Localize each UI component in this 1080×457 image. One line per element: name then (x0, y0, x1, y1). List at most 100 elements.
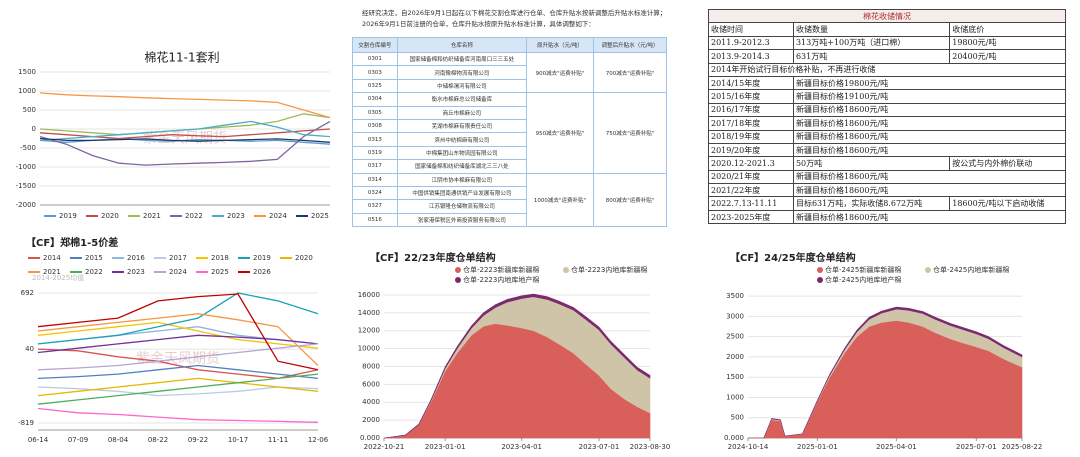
cell: 1000减去"运费补贴" (525, 172, 595, 228)
legend-label: 2014 (43, 254, 61, 262)
storage-table: 棉花收储情况 收储时间 收储数量 收储底价 2011.9-2012.3 313万吨+100… (708, 8, 1067, 225)
table-row: 2020.12-2021.3 50万吨 按公式与内外棉价联动 (708, 156, 1066, 171)
legend-label: 2022 (85, 268, 103, 276)
cell: 0301 (352, 51, 398, 67)
y-tick-label: 8000 (362, 362, 380, 370)
series-line (37, 364, 319, 380)
table-row: 2014年开始试行目标价格补贴，不再进行收储 (708, 62, 1066, 77)
legend-label: 2023 (227, 212, 245, 220)
y-tick-label: -819 (18, 419, 34, 427)
table-row: 0516 张家港保税区外商投资服务有限公司 (352, 212, 667, 228)
x-tick-label: 11-11 (268, 436, 288, 444)
y-tick-label: 4000 (362, 398, 380, 406)
series-line (37, 292, 319, 345)
series-line (39, 120, 331, 166)
column-header: 仓库名称 (396, 37, 527, 53)
cell: 2014年开始试行目标价格补贴，不再进行收储 (708, 62, 1066, 77)
y-tick-label: 2000 (726, 353, 744, 361)
x-tick-label: 2025-07-01 (956, 443, 997, 451)
y-tick-label: 1000 (726, 393, 744, 401)
table-row: 0304 衡水市棉麻总公司储备库 950减去"运费补贴" 750减去"运费补贴" (352, 92, 667, 174)
cell: 2019/20年度 (708, 142, 794, 158)
x-tick-label: 2023-04-01 (501, 443, 542, 451)
x-tick-label: 10-17 (228, 436, 248, 444)
y-tick-label: 500 (731, 414, 744, 422)
x-tick-label: 09-22 (188, 436, 208, 444)
title-row: 棉花收储情况 (708, 8, 1066, 24)
legend-label: 仓单-2425内地库新疆棉 (933, 265, 1009, 274)
legend-label: 仓单-2223新疆库新疆棉 (463, 265, 539, 274)
chart-title: 【CF】郑棉1-5价差 (26, 236, 118, 249)
cell: 950减去"运费补贴" (525, 92, 595, 174)
chart-title: 【CF】22/23年度仓单结构 (370, 251, 496, 264)
legend-label: 2016 (127, 254, 145, 262)
cell: 631万吨 (792, 49, 951, 64)
series-line (39, 137, 331, 143)
notice-text: 经研究决定，自2026年9月1日起在以下棉花交割仓库进行仓单、仓库升贴水按新调整… (362, 9, 667, 28)
cell: 国家储备棉和纺织储备库湖北三三八处 (396, 159, 527, 174)
cell: 中国供销集团南通供销产业发展有限公司 (396, 185, 527, 201)
cell: 0324 (352, 185, 398, 201)
series-line (39, 120, 331, 142)
series-line (37, 373, 319, 405)
y-tick-label: -1000 (16, 163, 36, 171)
cell: 江苏银隆仓储物流有限公司 (396, 199, 527, 214)
cell: 2021/22年度 (708, 183, 794, 198)
legend-label: 2024 (269, 212, 287, 220)
table-row: 0317 国家储备棉和纺织储备库湖北三三八处 (352, 159, 667, 174)
cell: 0516 (352, 212, 398, 228)
x-tick-label: 2025-08-22 (1002, 443, 1043, 451)
y-tick-label: 1500 (18, 68, 36, 76)
series-line (37, 386, 319, 397)
column-header: 交割仓库编号 (352, 37, 398, 53)
table-row: 2014/15年度 新疆目标价格19800元/吨 (708, 75, 1067, 91)
legend-swatch (817, 277, 823, 283)
series-line (37, 313, 319, 366)
y-tick-label: 3500 (726, 292, 744, 300)
cell: 江阴市协丰棉麻有限公司 (396, 172, 527, 187)
table-title: 棉花收储情况 (708, 8, 1066, 24)
table-row: 2016/17年度 新疆目标价格18600元/吨 (708, 102, 1067, 118)
cell: 新疆目标价格18600元/吨 (792, 169, 1067, 185)
y-tick-label: -2000 (16, 201, 36, 209)
cell: 中棉集团山东物流园有限公司 (396, 145, 527, 161)
x-tick-label: 2025-04-01 (876, 443, 917, 451)
cell: 新疆目标价格18600元/吨 (792, 183, 1067, 198)
table-row: 2022.7.13-11.11 目标631万吨，实际收储8.672万吨 18600元… (708, 196, 1066, 211)
cell: 按公式与内外棉价联动 (949, 156, 1066, 171)
cell: 0327 (352, 199, 398, 214)
y-tick-label: 12000 (358, 327, 380, 335)
table-row: 2013.9-2014.3 631万吨 20400元/吨 (708, 49, 1066, 64)
cell: 新疆目标价格18600元/吨 (792, 116, 1067, 131)
y-tick-label: 0 (32, 125, 36, 133)
table-row: 2023-2025年度 新疆目标价格18600元/吨 (708, 209, 1067, 225)
cell: 衡水市棉麻总公司储备库 (396, 92, 527, 107)
table-row: 0325 中储棉漯河有限公司 (352, 78, 667, 94)
cell: 800减去"运费补贴" (593, 172, 667, 228)
cell: 2014/15年度 (708, 75, 794, 91)
table-row: 2019/20年度 新疆目标价格18600元/吨 (708, 142, 1067, 158)
y-tick-label: 0.000 (360, 434, 380, 442)
legend-swatch (455, 277, 461, 283)
series-line (37, 377, 319, 397)
cell: 2017/18年度 (708, 116, 794, 131)
cell: 20400元/吨 (949, 49, 1066, 64)
y-tick-label: 16000 (358, 291, 380, 299)
header-row: 收储时间 收储数量 收储底价 (708, 22, 1066, 37)
x-tick-label: 2022-10-21 (364, 443, 405, 451)
x-tick-label: 08-22 (148, 436, 168, 444)
table-row: 2017/18年度 新疆目标价格18600元/吨 (708, 116, 1067, 131)
cell: 2022.7.13-11.11 (708, 196, 794, 211)
cell: 新疆目标价格18600元/吨 (792, 142, 1067, 158)
x-tick-label: 2025-01-01 (797, 443, 838, 451)
column-header: 收储底价 (949, 22, 1066, 37)
legend-label: 2019 (59, 212, 77, 220)
cell: 芜湖市棉麻有限责任公司 (396, 118, 527, 134)
cell: 目标631万吨，实际收储8.672万吨 (792, 196, 951, 211)
table-row: 0301 国家储备棉和纺织储备库河南周口三三五处 900减去"运费补贴" 700减去"… (352, 51, 667, 94)
cell: 2020/21年度 (708, 169, 794, 185)
cell: 滨州中纺棉麻有限公司 (396, 132, 527, 147)
cell: 18600元/吨以下启动收储 (949, 196, 1066, 211)
